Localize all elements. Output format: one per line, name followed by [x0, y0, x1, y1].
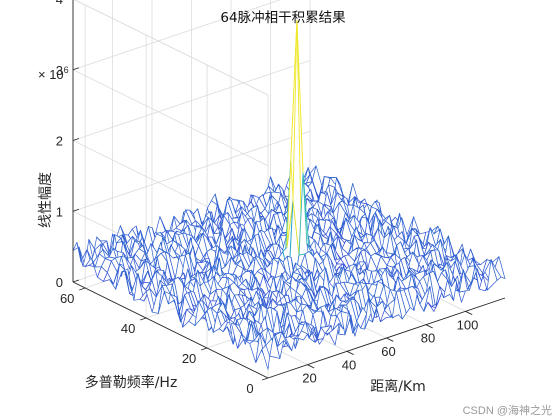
x-tick [386, 337, 394, 342]
x-tick [346, 350, 354, 356]
y-tick-label: 60 [60, 291, 74, 306]
z-tick [72, 279, 80, 283]
grid-line [72, 0, 281, 71]
x-tick-label: 100 [457, 317, 479, 332]
x-tick [425, 324, 433, 329]
z-tick [72, 138, 80, 141]
z-tick [72, 208, 80, 212]
y-tick [140, 317, 147, 321]
x-tick [307, 364, 315, 369]
watermark: CSDN @海神之光 [463, 403, 552, 417]
chart-title: 64脉冲相干积累结果 [220, 10, 346, 26]
box-edge [74, 0, 269, 96]
x-axis-label: 距离/Km [370, 378, 426, 395]
z-tick-label: 3 [56, 63, 63, 78]
y-tick-label: 40 [121, 321, 135, 336]
z-tick [72, 67, 80, 71]
grid-line [72, 130, 311, 212]
z-tick-label: 4 [56, 0, 63, 7]
z-tick-label: 2 [56, 134, 63, 149]
y-tick [200, 347, 208, 351]
y-axis-label: 多普勒频率/Hz [85, 374, 178, 391]
y-tick-label: 20 [182, 351, 196, 366]
y-tick [261, 377, 269, 381]
surface-cell [494, 256, 506, 279]
z-tick-label: 1 [56, 204, 63, 219]
z-axis-exponent: × 106 [38, 65, 69, 82]
z-axis-label: 线性幅度 [38, 172, 54, 228]
y-tick-label: 0 [246, 381, 253, 396]
y-axis-line [72, 281, 269, 379]
x-tick [465, 310, 473, 316]
x-tick-label: 20 [302, 371, 316, 386]
tick-labels: 20406080100020406001234 [56, 0, 479, 396]
surface-plot [72, 20, 506, 370]
x-tick-label: 60 [381, 344, 395, 359]
grid-line [72, 60, 311, 141]
z-tick-label: 0 [56, 275, 63, 290]
y-tick [79, 287, 86, 291]
grid-line [72, 69, 269, 167]
x-tick-label: 80 [421, 331, 435, 346]
x-tick-label: 40 [342, 357, 356, 372]
